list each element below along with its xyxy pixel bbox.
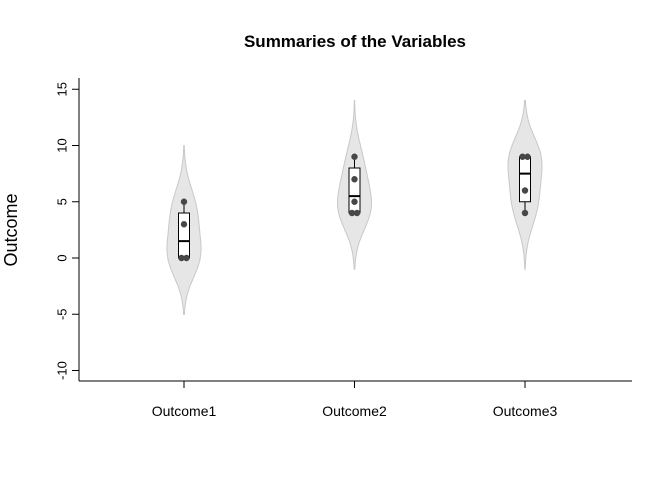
chart-title: Summaries of the Variables [244, 32, 466, 51]
data-point [180, 198, 188, 205]
data-point [351, 198, 358, 205]
y-tick-label: 10 [54, 138, 69, 152]
x-tick-label: Outcome2 [322, 403, 387, 419]
box-outcome3 [519, 156, 531, 203]
data-point [524, 153, 531, 160]
y-tick-label: -5 [54, 308, 69, 320]
data-points [178, 153, 531, 262]
data-point [351, 176, 358, 183]
y-axis-label: Outcome [1, 193, 21, 266]
data-point [178, 254, 185, 262]
data-point [351, 153, 358, 160]
box-outcome1 [178, 212, 190, 259]
box-outcome2 [348, 167, 361, 214]
y-tick-label: -10 [54, 361, 69, 380]
data-point [180, 221, 188, 228]
x-tick-label: Outcome3 [493, 403, 558, 419]
data-point [348, 209, 356, 217]
x-ticks: Outcome1 Outcome2 Outcome3 [152, 381, 558, 419]
data-point [521, 209, 529, 217]
y-tick-label: 15 [54, 82, 69, 96]
data-point [183, 254, 190, 262]
x-tick-label: Outcome1 [152, 403, 217, 419]
data-point [519, 153, 526, 160]
data-point [521, 187, 529, 194]
data-point [353, 209, 361, 217]
y-ticks: -10 -5 0 5 10 15 [54, 82, 79, 380]
y-tick-label: 0 [54, 254, 69, 261]
y-tick-label: 5 [54, 198, 69, 205]
